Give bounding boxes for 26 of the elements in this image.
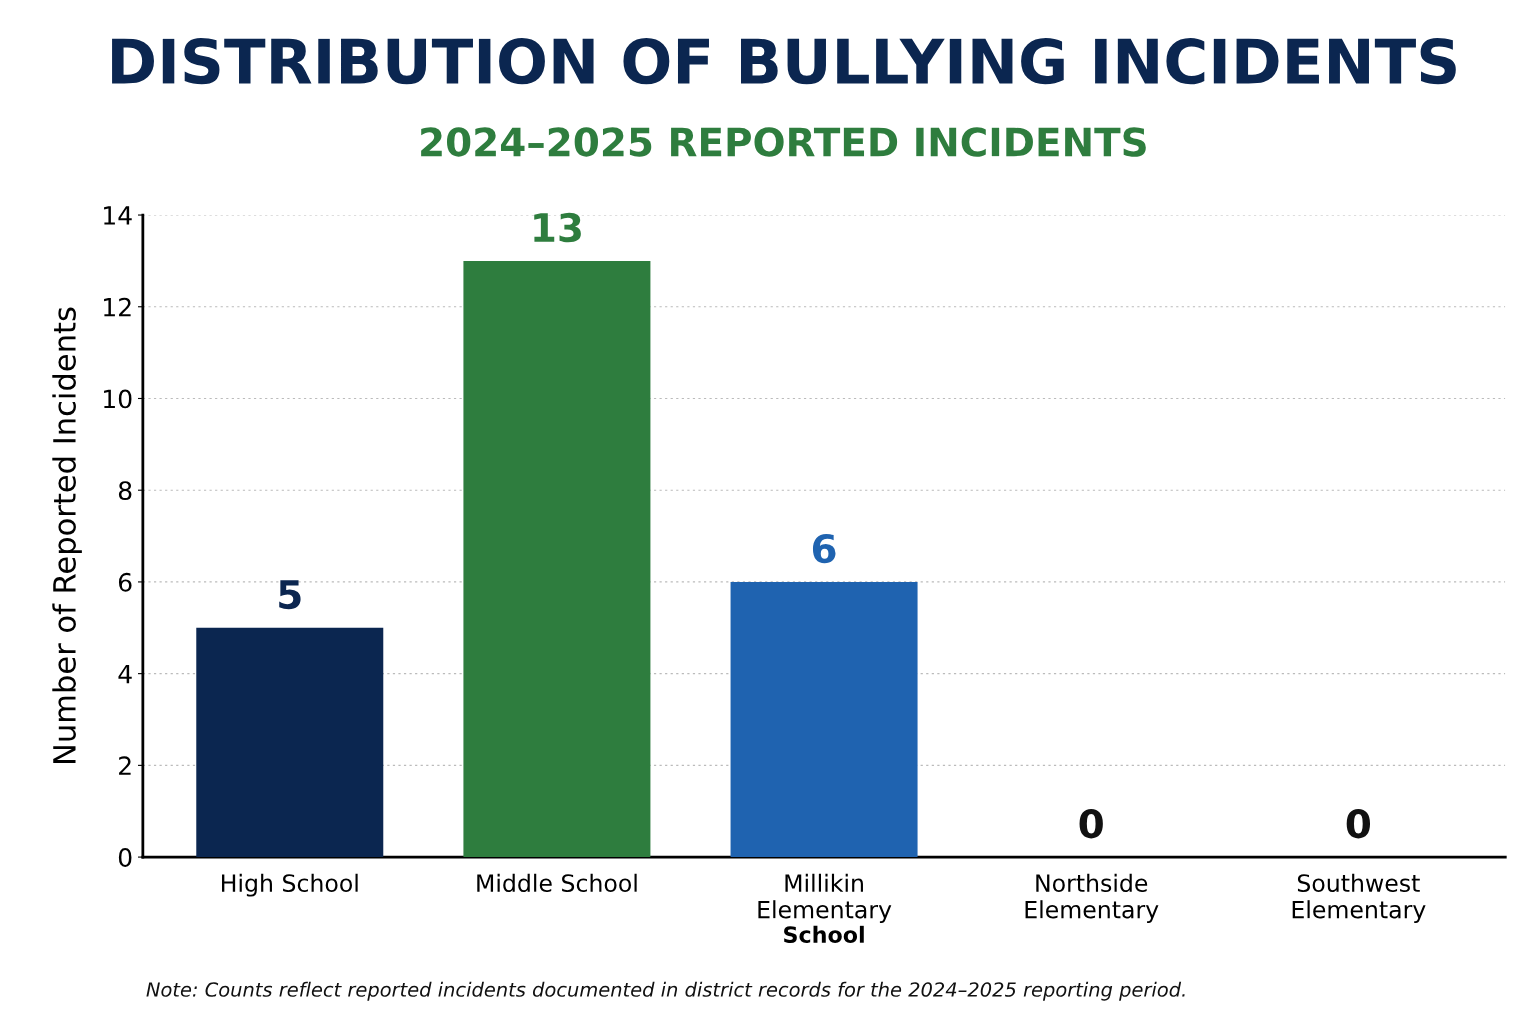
y-tick-label: 8: [118, 481, 132, 501]
y-axis-title: Number of Reported Incidents: [52, 307, 82, 764]
y-tick-label: 14: [104, 206, 132, 225]
x-tick-label: Northside Elementary: [1025, 873, 1159, 924]
data-label: 0: [1346, 809, 1371, 839]
y-tick-label: 0: [118, 848, 132, 867]
data-label: 0: [1079, 809, 1103, 839]
text: Note: Counts reflect reported incidents documented in district records for the 2024–2025 reporting period.: [146, 981, 1185, 1001]
y-tick-label: 10: [104, 389, 132, 409]
x-tick-label: High School: [222, 873, 358, 897]
bar: [463, 260, 651, 858]
x-tick-label: Middle School: [477, 873, 637, 893]
chart-subtitle: 2024–2025 REPORTED INCIDENTS: [421, 127, 1146, 157]
data-label: 6: [812, 533, 836, 564]
bar: [730, 581, 918, 858]
x-tick-label: Millikin Elementary: [758, 873, 892, 924]
y-tick-label: 6: [118, 572, 132, 592]
data-label: 13: [534, 212, 581, 243]
y-tick-label: 4: [118, 664, 132, 684]
x-axis-title: School: [784, 925, 864, 944]
chart-title: DISTRIBUTION OF BULLYING INCIDENTS: [112, 38, 1456, 85]
x-tick-label: Southwest Elementary: [1292, 873, 1426, 924]
y-tick-label: 12: [104, 297, 131, 317]
y-tick-label: 2: [119, 756, 131, 775]
data-label: 5: [279, 580, 301, 610]
bar: [196, 627, 384, 858]
